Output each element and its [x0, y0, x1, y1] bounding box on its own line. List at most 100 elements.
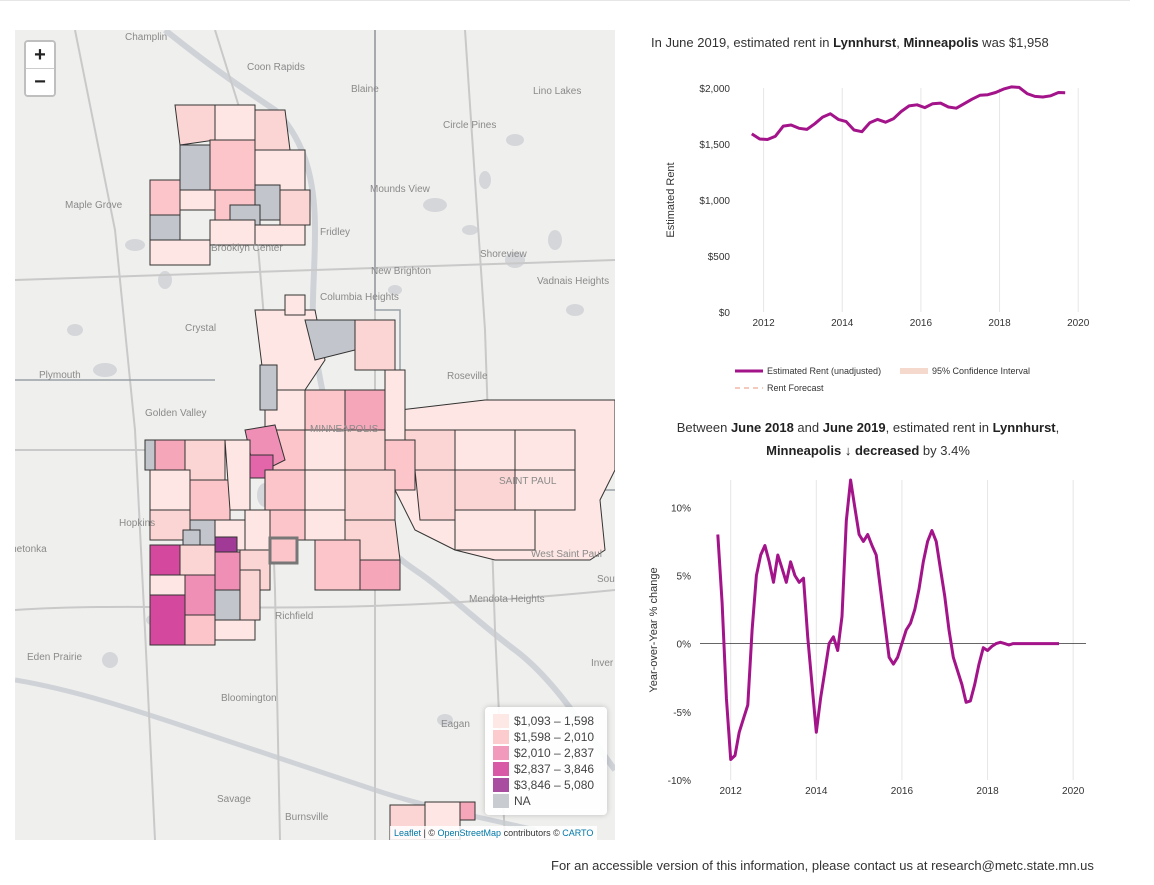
headline-place: Lynnhurst [992, 420, 1056, 435]
y-axis-label: Estimated Rent [665, 162, 677, 237]
place-label: Blaine [351, 84, 379, 95]
place-label: Brooklyn Center [211, 243, 283, 254]
legend-label: $2,010 – 2,837 [514, 746, 595, 760]
data-line [716, 478, 1059, 761]
y-tick-label: 10% [671, 503, 691, 514]
legend-label: $1,093 – 1,598 [514, 714, 595, 728]
place-label: South St Paul [597, 574, 615, 585]
place-label: Plymouth [39, 370, 81, 381]
headline-date: June 2019 [822, 420, 886, 435]
y-tick-label: $0 [719, 308, 731, 319]
place-label: Golden Valley [145, 408, 207, 419]
place-label: Shoreview [480, 249, 527, 260]
data-line [750, 85, 1066, 141]
y-tick-label: $1,000 [699, 196, 730, 207]
legend-label: $2,837 – 3,846 [514, 762, 595, 776]
place-label: Hopkins [119, 518, 155, 529]
zoom-in-button[interactable]: + [26, 42, 54, 68]
yoy-change-chart: 2012 2014 2016 2018 2020 -10% -5% 0% 5% 10% Year-o… [648, 478, 1086, 797]
headline-place: Lynnhurst [833, 35, 897, 50]
headline-value: $1,958 [1008, 35, 1049, 50]
y-tick-label: 0% [677, 640, 692, 651]
y-tick-label: $500 [708, 252, 731, 263]
place-label: Maple Grove [65, 200, 123, 211]
map-legend: $1,093 – 1,598 $1,598 – 2,010 $2,010 – 2… [485, 707, 607, 815]
place-label: New Brighton [371, 266, 431, 277]
place-label: Fridley [320, 227, 350, 238]
x-tick-label: 2020 [1067, 318, 1090, 329]
estimated-rent-chart: 2012 2014 2016 2018 2020 $0 $500 $1,000 $1,500 $2… [665, 84, 1090, 393]
x-tick-label: 2014 [831, 318, 854, 329]
legend-item: $3,846 – 5,080 [493, 777, 599, 793]
place-label: Vadnais Heights [537, 276, 609, 287]
y-tick-label: $1,500 [699, 140, 730, 151]
lynnhurst-tract [268, 536, 299, 565]
place-label: SAINT PAUL [499, 476, 557, 487]
map-attribution: Leaflet | © OpenStreetMap contributors ©… [390, 826, 598, 840]
legend-label: $1,598 – 2,010 [514, 730, 595, 744]
legend-swatch [493, 778, 509, 792]
legend-item: $1,093 – 1,598 [493, 713, 599, 729]
headline-text: , estimated rent in [885, 420, 993, 435]
x-tick-label: 2016 [910, 318, 933, 329]
place-label: Minnetonka [15, 544, 47, 555]
census-tracts[interactable] [144, 104, 615, 840]
headline-text: , [1055, 420, 1060, 435]
leaflet-link[interactable]: Leaflet [394, 828, 422, 838]
attrib-contrib: contributors © [501, 828, 563, 838]
legend-swatch [493, 794, 509, 808]
place-label: Crystal [185, 323, 216, 334]
place-label: Mendota Heights [469, 594, 545, 605]
headline-text: In June 2019, estimated rent in [651, 35, 834, 50]
down-arrow-icon: ↓ [844, 443, 852, 458]
place-label: Savage [217, 794, 251, 805]
legend-item: NA [493, 793, 599, 809]
legend-swatch [493, 714, 509, 728]
y-tick-label: -10% [668, 776, 691, 787]
place-label: Roseville [447, 371, 488, 382]
legend-swatch [493, 746, 509, 760]
y-tick-label: $2,000 [699, 84, 730, 95]
place-label: Mounds View [370, 184, 431, 195]
headline-text: and [793, 420, 823, 435]
place-label: Richfield [275, 611, 313, 622]
legend-swatch [493, 762, 509, 776]
x-tick-label: 2018 [976, 786, 999, 797]
legend-swatch [493, 730, 509, 744]
headline-text: Between [676, 420, 731, 435]
x-tick-label: 2012 [720, 786, 743, 797]
place-label: Circle Pines [443, 120, 496, 131]
legend-label: 95% Confidence Interval [932, 366, 1030, 376]
y-tick-label: -5% [673, 708, 691, 719]
place-label: Inver Grove Heights [591, 658, 615, 669]
legend-label: NA [514, 794, 531, 808]
headline-text: was [978, 35, 1009, 50]
accessibility-note: For an accessible version of this inform… [551, 858, 1094, 873]
place-label: Burnsville [285, 812, 329, 823]
change-headline: Between June 2018 and June 2019, estimat… [640, 416, 1096, 462]
place-label: Lino Lakes [533, 86, 581, 97]
place-label: Bloomington [221, 693, 277, 704]
place-label: Champlin [125, 32, 167, 43]
headline-direction: decreased [851, 443, 920, 458]
legend-item: $1,598 – 2,010 [493, 729, 599, 745]
x-tick-label: 2020 [1062, 786, 1085, 797]
x-tick-label: 2014 [805, 786, 828, 797]
place-label: West Saint Paul [531, 549, 602, 560]
legend-item: $2,837 – 3,846 [493, 761, 599, 777]
headline-text: by 3.4% [919, 443, 970, 458]
osm-link[interactable]: OpenStreetMap [437, 828, 502, 838]
place-label: Coon Rapids [247, 62, 305, 73]
rent-map[interactable]: Champlin Coon Rapids Blaine Lino Lakes C… [15, 30, 615, 840]
legend-label: Estimated Rent (unadjusted) [767, 366, 881, 376]
x-tick-label: 2016 [891, 786, 914, 797]
zoom-out-button[interactable]: − [26, 68, 54, 95]
top-divider [0, 0, 1130, 1]
carto-link[interactable]: CARTO [562, 828, 594, 838]
place-label: Eagan [441, 719, 470, 730]
place-labels: Champlin Coon Rapids Blaine Lino Lakes C… [15, 32, 615, 823]
attrib-sep: | © [421, 828, 438, 838]
legend-ci-swatch [900, 368, 928, 374]
place-label: MINNEAPOLIS [310, 424, 379, 435]
headline-date: June 2018 [730, 420, 794, 435]
